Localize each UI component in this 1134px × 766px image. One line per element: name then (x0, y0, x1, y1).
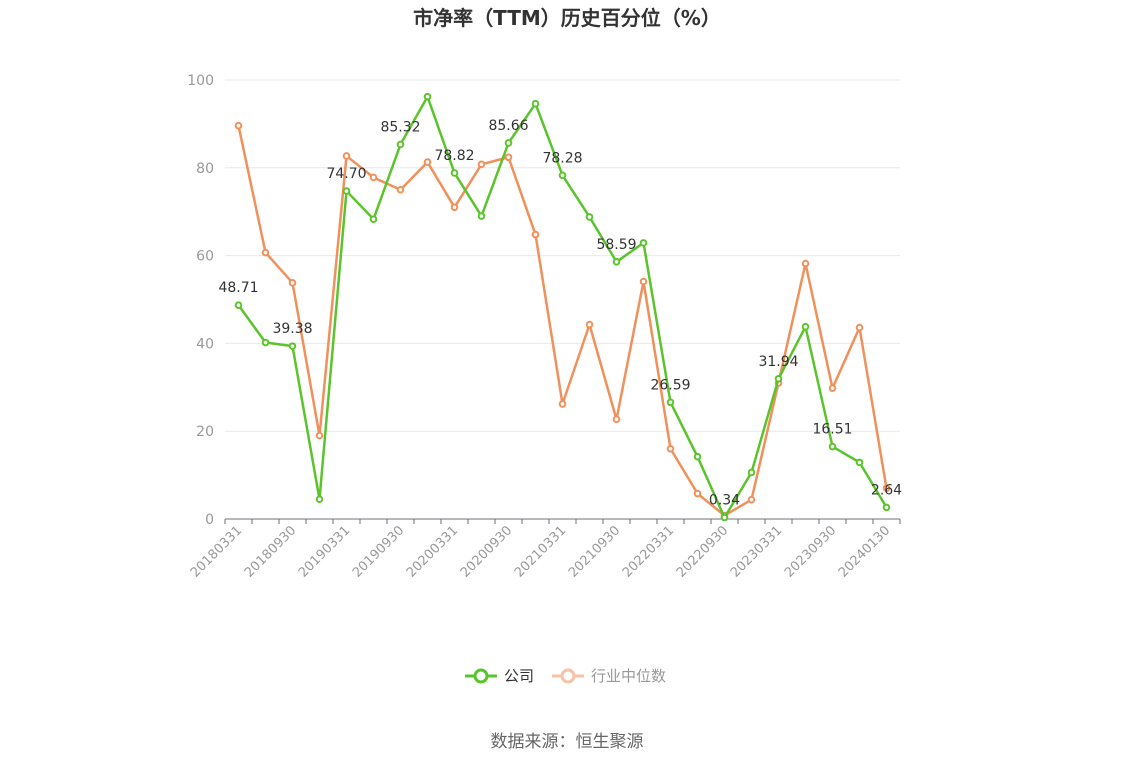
data-point (396, 185, 405, 194)
data-point (720, 513, 729, 522)
data-point (234, 301, 243, 309)
x-tick-label: 20240130 (836, 523, 893, 580)
data-point (612, 257, 621, 266)
data-label: 74.70 (326, 166, 366, 182)
data-point (396, 140, 405, 149)
data-point (558, 400, 567, 408)
data-point (423, 158, 432, 166)
data-point (801, 322, 810, 331)
data-point (639, 277, 648, 286)
x-axis: 2018033120180930201903312019093020200331… (188, 518, 901, 581)
legend-label-industry: 行业中位数 (591, 667, 666, 685)
x-tick-label: 20230331 (728, 523, 785, 580)
series-industry (234, 121, 891, 520)
data-point (666, 444, 675, 453)
data-point (666, 398, 675, 407)
legend-item-industry[interactable]: 行业中位数 (552, 667, 666, 685)
x-tick-label: 20200331 (404, 523, 461, 580)
chart-title: 市净率（TTM）历史百分位（%） (413, 6, 721, 30)
data-label: 78.82 (434, 148, 474, 164)
data-point (882, 484, 891, 493)
data-point (882, 503, 891, 512)
data-point (288, 342, 297, 350)
legend-marker-industry (560, 668, 576, 684)
x-tick-label: 20190331 (296, 523, 353, 580)
data-label: 31.94 (758, 354, 798, 370)
data-point (477, 212, 486, 220)
data-point (747, 495, 756, 504)
data-point (477, 160, 486, 169)
data-label: 58.59 (596, 237, 636, 253)
data-source: 数据来源：恒生聚源 (491, 732, 644, 752)
data-point (693, 489, 702, 498)
data-point (531, 230, 540, 239)
data-point (342, 187, 351, 195)
data-point (828, 384, 837, 392)
data-label: 16.51 (812, 422, 852, 438)
data-point (585, 320, 594, 329)
data-label: 48.71 (218, 280, 258, 296)
data-labels: 48.71 39.38 74.70 85.32 78.82 85.66 78.28 58.59… (218, 118, 902, 509)
data-point (828, 442, 837, 451)
y-tick-label: 60 (196, 249, 214, 265)
series-company (234, 92, 891, 522)
data-point (261, 248, 270, 257)
y-tick-label: 20 (196, 424, 214, 440)
x-tick-label: 20190930 (350, 523, 407, 580)
y-tick-label: 0 (205, 512, 214, 528)
data-point (315, 431, 324, 440)
data-label: 0.34 (709, 493, 740, 509)
y-tick-label: 40 (196, 336, 214, 352)
data-point (747, 468, 756, 477)
x-tick-label: 20230930 (782, 523, 839, 580)
legend-marker-company (473, 668, 489, 684)
data-point (423, 92, 432, 101)
data-label: 2.64 (871, 482, 902, 498)
data-point (855, 323, 864, 332)
x-tick-label: 20210331 (512, 523, 569, 580)
data-label: 26.59 (650, 377, 690, 393)
y-tick-label: 80 (196, 161, 214, 177)
data-point (234, 121, 243, 130)
data-label: 85.66 (488, 118, 528, 134)
data-point (693, 452, 702, 461)
data-point (504, 139, 513, 147)
data-point (450, 169, 459, 177)
data-point (315, 495, 324, 504)
data-label: 78.28 (542, 150, 582, 166)
data-label: 85.32 (380, 119, 420, 135)
legend-item-company[interactable]: 公司 (465, 667, 534, 685)
data-point (612, 415, 621, 424)
plot-area (234, 92, 891, 522)
x-tick-label: 20180930 (242, 523, 299, 580)
legend-label-company: 公司 (504, 667, 534, 685)
data-point (585, 213, 594, 221)
data-point (531, 99, 540, 108)
data-point (504, 153, 513, 162)
data-point (801, 259, 810, 268)
data-point (558, 171, 567, 180)
x-tick-label: 20220331 (620, 523, 677, 580)
y-axis: 0 20 40 60 80 100 (187, 73, 214, 528)
x-tick-label: 20210930 (566, 523, 623, 580)
data-point (774, 374, 783, 383)
data-label: 39.38 (272, 321, 312, 337)
data-point (342, 152, 351, 160)
data-point (855, 458, 864, 467)
x-tick-label: 20220930 (674, 523, 731, 580)
x-tick-label: 20180331 (188, 523, 245, 580)
data-point (639, 239, 648, 247)
y-tick-label: 100 (187, 73, 214, 89)
x-tick-label: 20200930 (458, 523, 515, 580)
data-point (369, 173, 378, 182)
data-point (261, 338, 270, 347)
data-point (369, 215, 378, 223)
legend: 公司 行业中位数 (465, 667, 666, 685)
data-point (450, 203, 459, 212)
data-point (288, 279, 297, 287)
